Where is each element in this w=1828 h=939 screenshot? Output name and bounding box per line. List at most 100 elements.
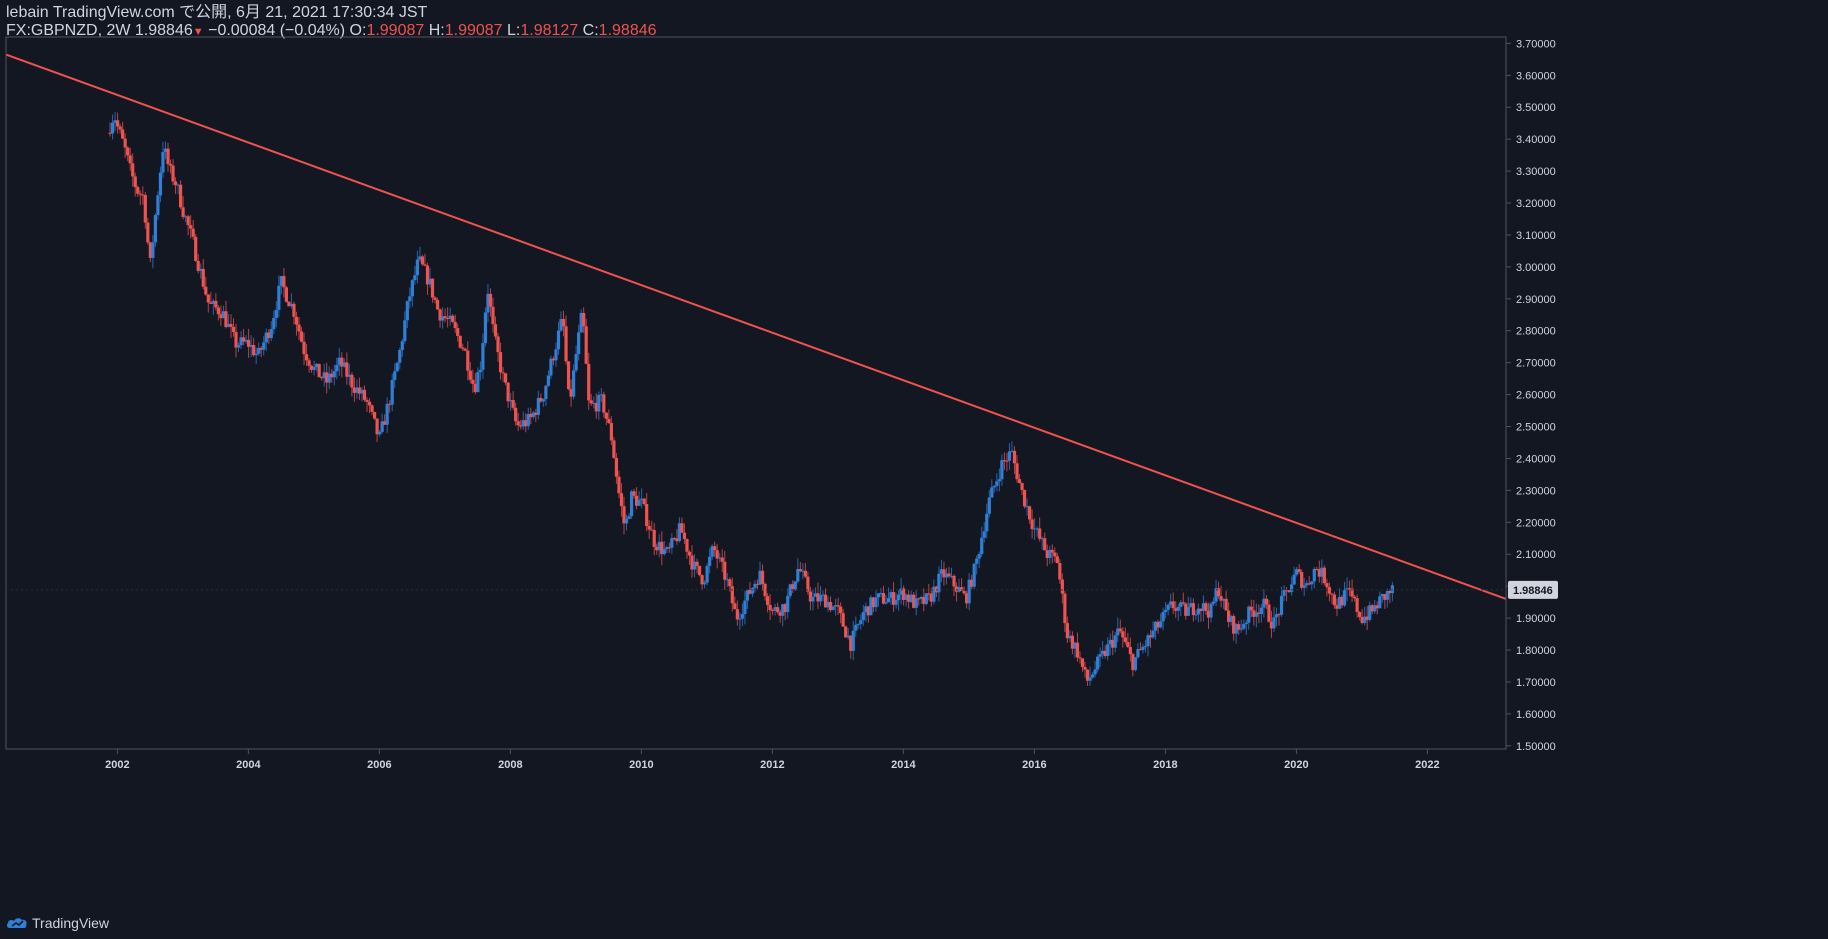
down-arrow-icon: ▼	[192, 26, 204, 38]
footer-brand[interactable]: TradingView	[32, 915, 110, 931]
candle-body	[322, 372, 326, 379]
candle-body	[1148, 635, 1153, 638]
candle-body	[1176, 606, 1180, 611]
candle-body	[1332, 594, 1337, 606]
candle-body	[1199, 608, 1203, 611]
candle-body	[337, 357, 341, 365]
candle-body	[1136, 649, 1140, 658]
candle-body	[370, 405, 374, 412]
candle-body	[128, 155, 132, 164]
candle-body	[909, 594, 913, 602]
candle-body	[335, 364, 339, 372]
candle-body	[1209, 603, 1213, 618]
candle-body	[463, 348, 467, 351]
candle-body	[1322, 567, 1326, 584]
candle-body	[1151, 630, 1155, 638]
candle-body	[700, 575, 704, 585]
candle-body	[1282, 590, 1286, 596]
candle-body	[1043, 538, 1047, 551]
candle-body	[229, 323, 233, 327]
candle-body	[1310, 581, 1314, 585]
candle-body	[418, 256, 422, 260]
candle-body	[997, 479, 1001, 482]
candle-body	[703, 582, 707, 585]
candle-body	[708, 556, 712, 566]
candle-body	[350, 374, 354, 388]
candle-body	[556, 330, 561, 350]
y-tick-label: 2.30000	[1516, 485, 1556, 497]
candle-body	[1164, 609, 1168, 612]
candle-body	[859, 620, 863, 624]
candle-body	[307, 360, 311, 366]
y-tick-label: 3.40000	[1516, 134, 1556, 146]
candle-body	[448, 315, 452, 319]
candle-body	[1302, 585, 1306, 588]
candle-body	[476, 372, 480, 393]
y-tick-label: 1.80000	[1516, 645, 1556, 657]
candle-body	[498, 352, 503, 373]
tradingview-logo-icon[interactable]	[6, 916, 28, 930]
candle-body	[123, 138, 127, 148]
candle-body	[720, 557, 724, 562]
candle-body	[1080, 658, 1085, 668]
candle-body	[1211, 601, 1216, 604]
candle-body	[1116, 628, 1120, 636]
candle-body	[184, 216, 188, 218]
candle-body	[1312, 568, 1316, 582]
candle-body	[551, 358, 556, 361]
candle-body	[796, 569, 800, 582]
candle-body	[617, 476, 621, 494]
axes-layer: 1.500001.600001.700001.800001.900002.000…	[5, 36, 1558, 771]
y-tick-label: 1.50000	[1516, 741, 1556, 753]
candle-body	[478, 369, 482, 373]
candle-body	[481, 343, 485, 370]
candle-body	[1093, 669, 1097, 675]
candle-body	[1128, 647, 1132, 655]
candle-body	[403, 320, 407, 342]
candle-body	[488, 293, 493, 307]
candle-body	[692, 561, 697, 570]
candle-body	[917, 598, 921, 600]
candle-body	[241, 337, 246, 342]
candle-body	[1368, 605, 1372, 620]
candle-body	[491, 306, 495, 325]
candle-body	[428, 278, 432, 285]
candle-body	[433, 297, 437, 300]
y-tick-label: 2.50000	[1516, 422, 1556, 434]
candle-body	[1345, 588, 1349, 591]
candle-body	[813, 593, 818, 597]
candle-body	[430, 278, 435, 298]
symbol-label[interactable]: FX:GBPNZD, 2W	[6, 22, 131, 39]
candle-body	[1118, 628, 1122, 632]
candle-body	[612, 440, 616, 458]
candle-body	[244, 339, 248, 342]
candle-body	[549, 358, 553, 376]
candle-body	[262, 342, 266, 350]
candle-body	[1269, 621, 1274, 629]
candle-body	[1191, 603, 1195, 616]
candle-body	[959, 587, 964, 591]
candle-body	[320, 377, 324, 379]
candle-body	[781, 604, 785, 616]
candle-body	[634, 495, 639, 506]
candle-body	[937, 573, 941, 593]
candle-body	[811, 596, 815, 602]
candle-body	[1131, 654, 1135, 671]
candle-body	[161, 152, 165, 173]
candle-body	[1161, 611, 1165, 622]
candle-body	[1143, 646, 1148, 648]
candle-body	[365, 399, 369, 402]
candle-body	[1196, 608, 1200, 615]
candle-body	[1007, 451, 1012, 461]
candle-body	[1060, 579, 1064, 594]
candle-body	[524, 420, 528, 427]
candle-body	[269, 329, 273, 339]
candle-body	[1284, 590, 1289, 592]
candle-body	[1025, 506, 1029, 508]
candle-body	[451, 315, 455, 322]
candle-body	[902, 588, 906, 600]
candle-body	[1295, 569, 1299, 575]
candle-body	[1179, 602, 1183, 607]
candle-body	[121, 129, 125, 139]
